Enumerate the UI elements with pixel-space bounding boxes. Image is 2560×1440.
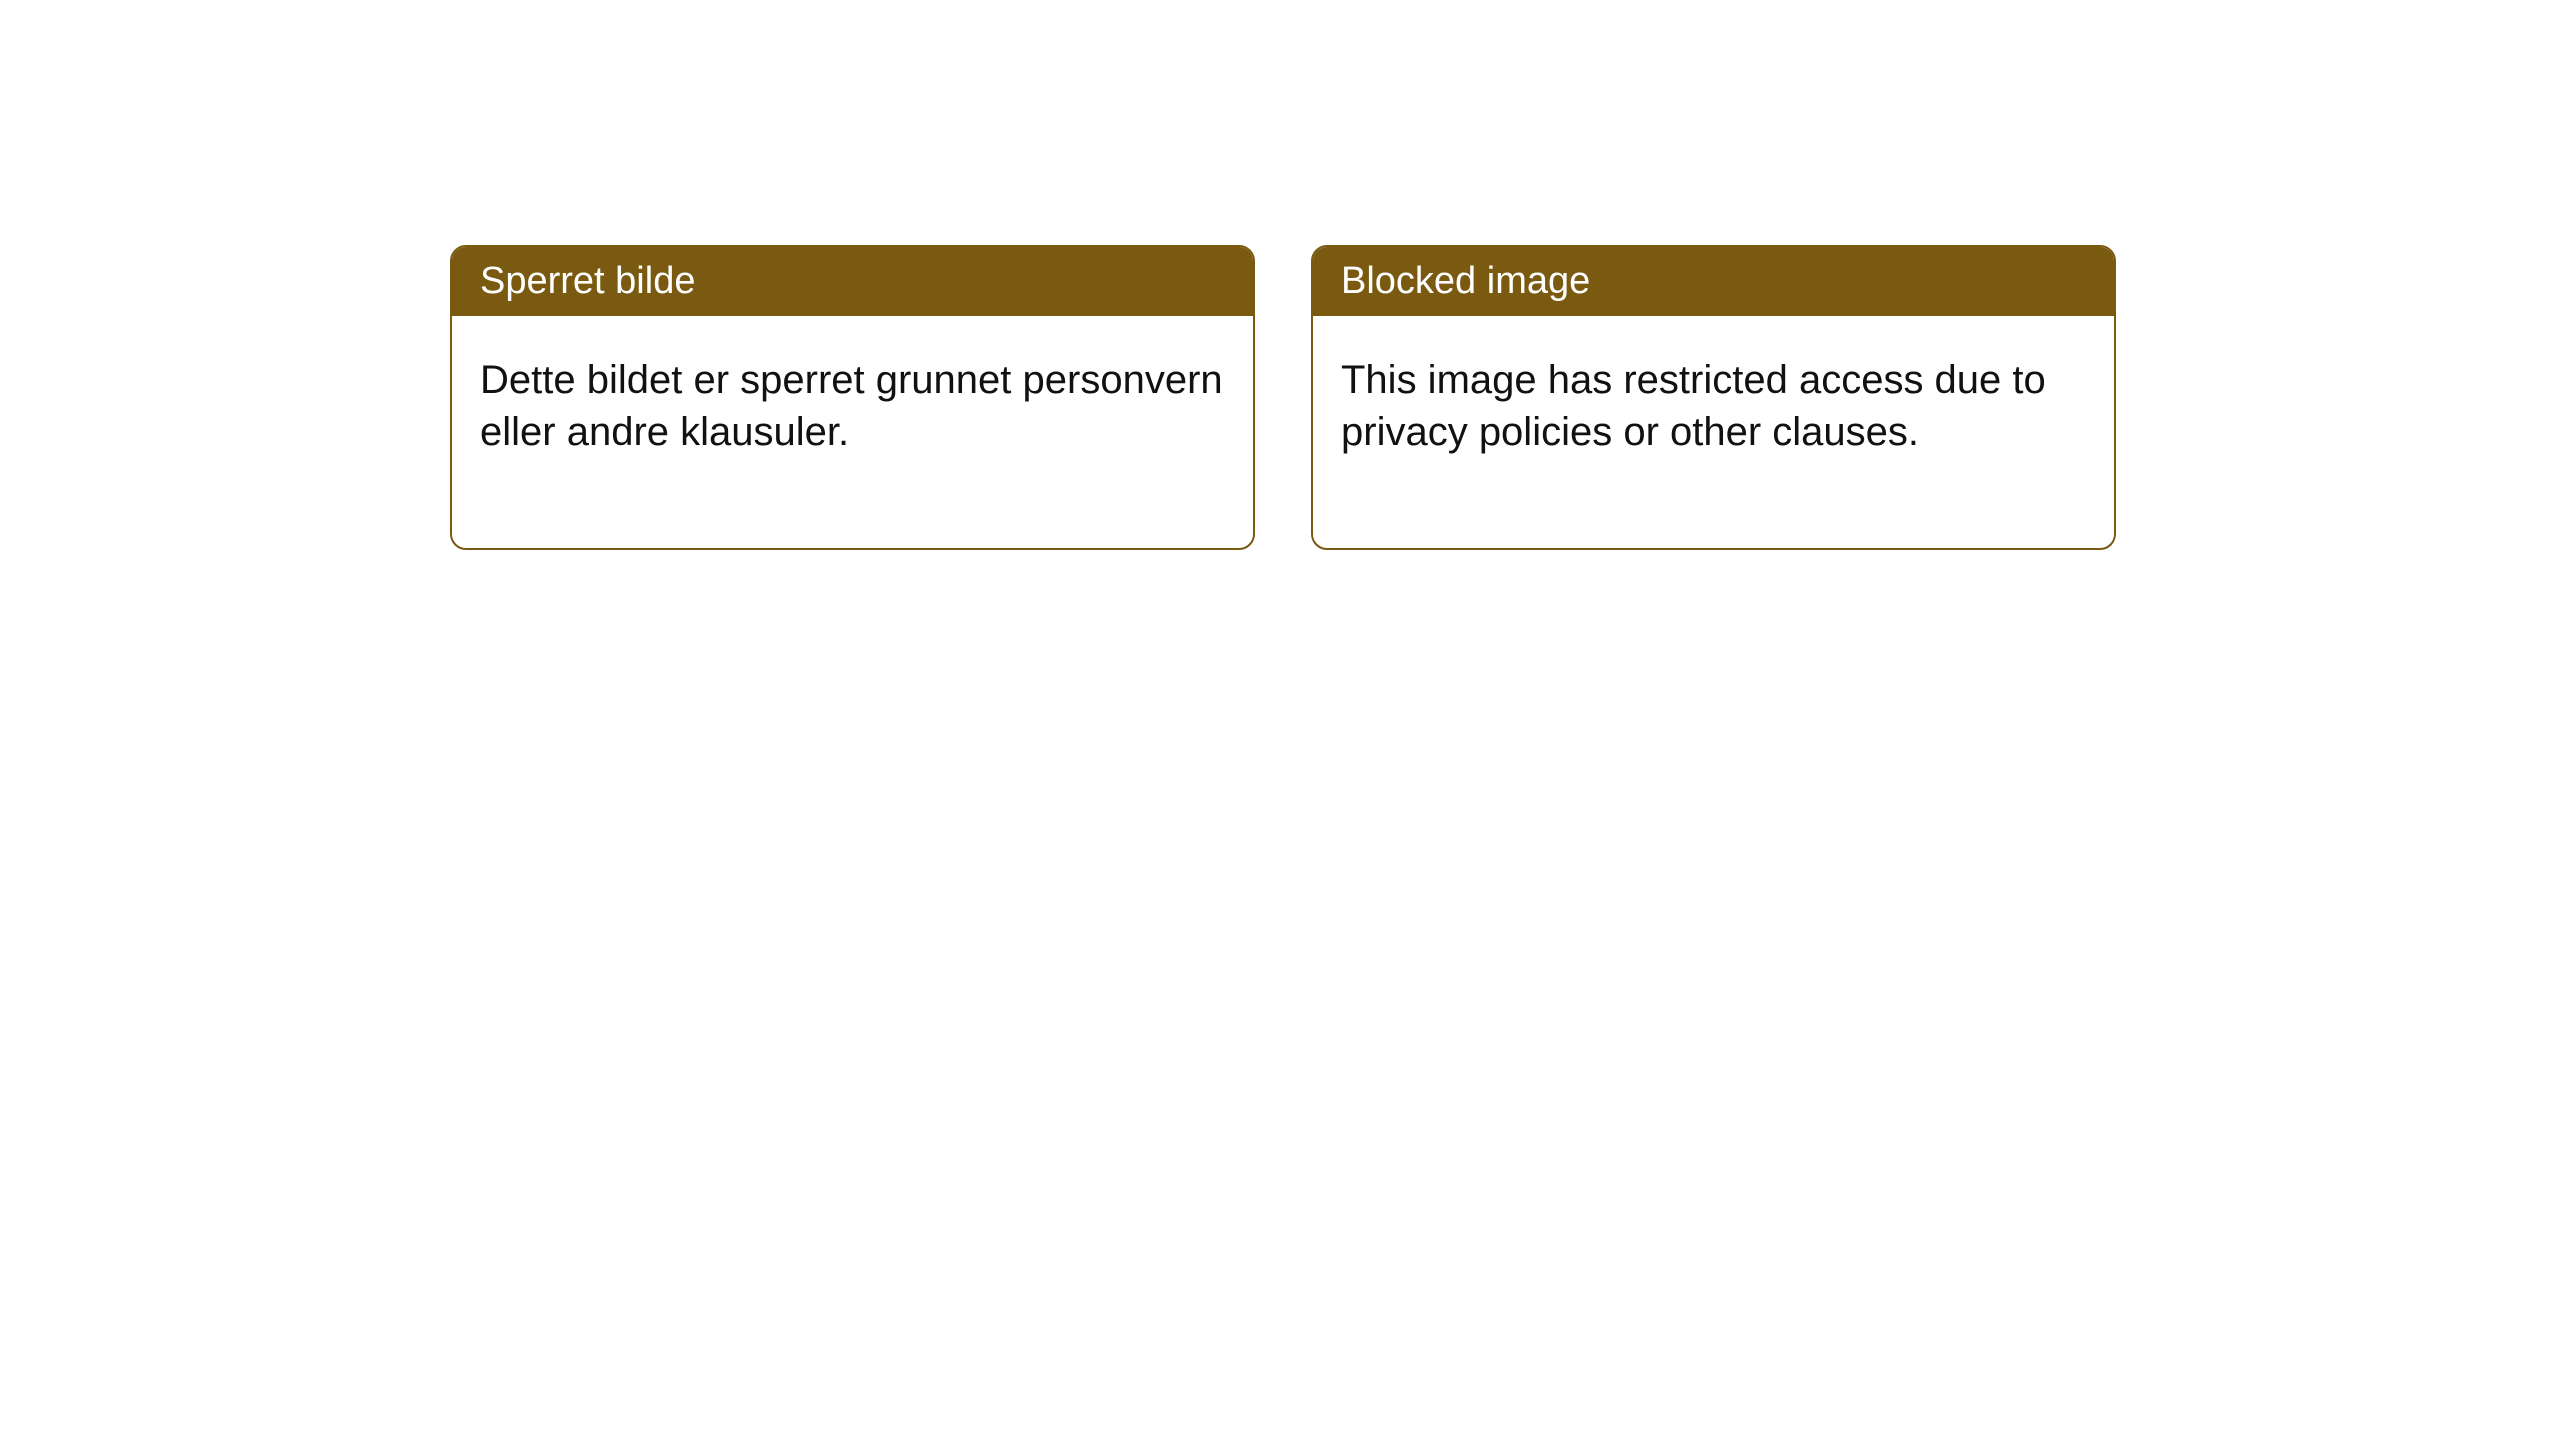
notice-container: Sperret bilde Dette bildet er sperret gr… bbox=[0, 0, 2560, 550]
notice-card-body: Dette bildet er sperret grunnet personve… bbox=[452, 316, 1253, 548]
notice-card-title: Sperret bilde bbox=[452, 247, 1253, 316]
notice-card-body: This image has restricted access due to … bbox=[1313, 316, 2114, 548]
notice-card-english: Blocked image This image has restricted … bbox=[1311, 245, 2116, 550]
notice-card-norwegian: Sperret bilde Dette bildet er sperret gr… bbox=[450, 245, 1255, 550]
notice-card-title: Blocked image bbox=[1313, 247, 2114, 316]
